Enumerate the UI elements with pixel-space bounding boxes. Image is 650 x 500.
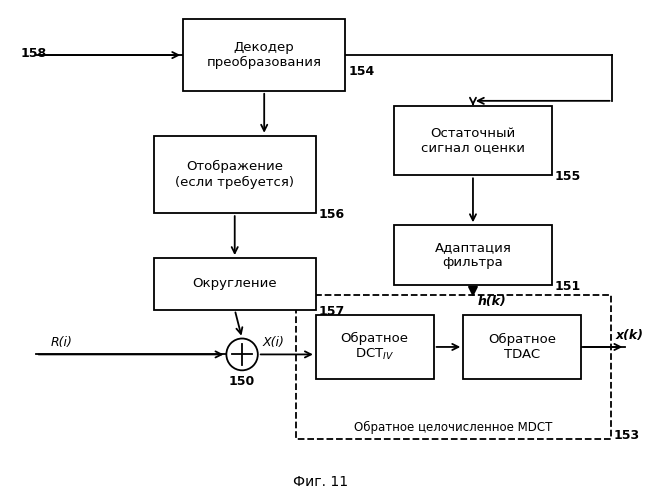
Bar bbox=[183, 20, 345, 91]
Text: Отображение
(если требуется): Отображение (если требуется) bbox=[176, 160, 294, 188]
Bar bbox=[296, 294, 610, 439]
Text: 156: 156 bbox=[318, 208, 345, 221]
Bar bbox=[395, 225, 552, 285]
Text: Декодер
преобразования: Декодер преобразования bbox=[207, 41, 322, 69]
Text: Обратное целочисленное MDCT: Обратное целочисленное MDCT bbox=[354, 420, 552, 434]
Text: x(k): x(k) bbox=[616, 329, 644, 342]
Bar bbox=[153, 258, 316, 310]
Bar bbox=[395, 106, 552, 176]
Text: h(k): h(k) bbox=[478, 294, 506, 308]
Bar bbox=[316, 314, 434, 380]
Text: 157: 157 bbox=[318, 304, 345, 318]
Bar bbox=[153, 136, 316, 213]
Text: Фиг. 11: Фиг. 11 bbox=[293, 474, 348, 488]
Text: 154: 154 bbox=[348, 65, 374, 78]
Text: 153: 153 bbox=[614, 429, 640, 442]
Text: X(i): X(i) bbox=[263, 336, 285, 349]
Text: 155: 155 bbox=[554, 170, 580, 183]
Text: Округление: Округление bbox=[192, 278, 277, 290]
Text: 151: 151 bbox=[554, 280, 580, 293]
Text: R(i): R(i) bbox=[51, 336, 72, 349]
Bar bbox=[463, 314, 581, 380]
Text: Остаточный
сигнал оценки: Остаточный сигнал оценки bbox=[421, 126, 525, 154]
Text: 158: 158 bbox=[21, 47, 47, 60]
Text: Обратное
TDAC: Обратное TDAC bbox=[488, 333, 556, 361]
Text: 150: 150 bbox=[229, 376, 255, 388]
Text: Адаптация
фильтра: Адаптация фильтра bbox=[435, 241, 512, 269]
Text: Обратное
DCT$_{IV}$: Обратное DCT$_{IV}$ bbox=[341, 332, 409, 362]
